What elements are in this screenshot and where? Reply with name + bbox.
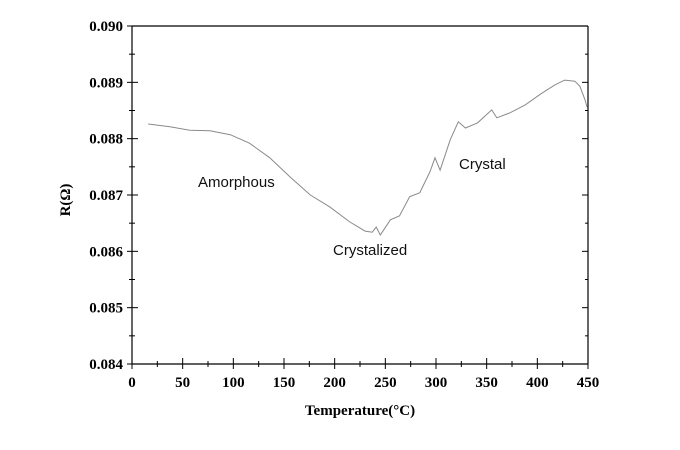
y-tick-label: 0.086 (89, 244, 123, 260)
y-tick-label: 0.087 (89, 188, 123, 204)
annotation-crystalized: Crystalized (333, 242, 407, 259)
plot-frame (131, 25, 589, 365)
y-tick-label: 0.090 (89, 19, 123, 35)
y-axis-title: R(Ω) (58, 184, 74, 217)
annotation-amorphous: Amorphous (198, 174, 275, 191)
x-tick-label: 50 (175, 375, 190, 391)
x-tick-label: 0 (128, 375, 136, 391)
x-tick-label: 150 (273, 375, 296, 391)
y-ticks: 0.084 0.085 0.086 0.087 0.088 0.089 0.090 (89, 19, 588, 373)
x-tick-label: 400 (526, 375, 549, 391)
x-tick-label: 100 (222, 375, 245, 391)
x-tick-label: 350 (475, 375, 498, 391)
x-tick-label: 300 (425, 375, 448, 391)
x-axis-title: Temperature(°C) (305, 403, 415, 419)
resistance-curve (148, 79, 588, 236)
y-tick-label: 0.089 (89, 75, 123, 91)
x-tick-label: 250 (374, 375, 397, 391)
annotation-crystal: Crystal (459, 156, 506, 173)
x-ticks: 0 50 100 150 200 250 300 350 400 450 (128, 358, 599, 391)
y-tick-label: 0.085 (89, 301, 123, 317)
x-tick-label: 450 (577, 375, 600, 391)
x-tick-label: 200 (323, 375, 346, 391)
y-tick-label: 0.088 (89, 132, 123, 148)
y-tick-label: 0.084 (89, 357, 123, 373)
